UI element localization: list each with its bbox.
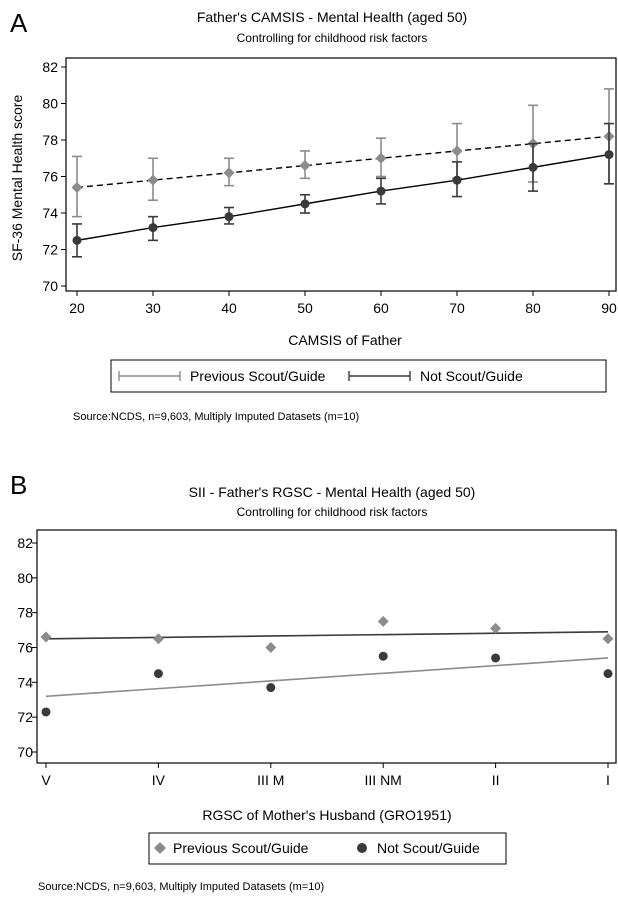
chart-a-plot: 70 72 74 76 78 80 82 20 30 40 50 60 70 80 90 Previous S… (42, 57, 617, 393)
chart-a-xtick-label: 90 (601, 300, 617, 316)
chart-a-point (451, 145, 463, 157)
chart-b-fit-line (45, 631, 609, 640)
chart-b-xtick-label: I (606, 772, 610, 788)
chart-b-frame (36, 529, 617, 764)
chart-a-legend-label: Not Scout/Guide (420, 368, 523, 384)
chart-b-point (152, 633, 164, 645)
chart-b-point (41, 707, 51, 717)
chart-b-point (377, 615, 389, 627)
chart-b-legend-key (357, 843, 367, 853)
chart-a-series-line (76, 153, 610, 242)
chart-a-xtick-label: 20 (69, 300, 85, 316)
chart-b-legend-label: Not Scout/Guide (377, 840, 480, 856)
chart-b-point (40, 631, 52, 643)
chart-a-xtick-label: 50 (297, 300, 313, 316)
page-letter-b: B (10, 470, 28, 500)
chart-b-legend-label: Previous Scout/Guide (173, 840, 309, 856)
chart-a-xtick-label: 70 (449, 300, 465, 316)
chart-b-point (490, 622, 502, 634)
chart-a-series-line (76, 135, 610, 189)
chart-a-xtick-label: 80 (525, 300, 541, 316)
chart-b-title: SII - Father's RGSC - Mental Health (age… (189, 484, 476, 500)
page-letter-a: A (10, 8, 28, 38)
chart-b-ytick-label: 78 (17, 605, 33, 621)
chart-a-ytick-label: 78 (42, 132, 58, 148)
chart-b-ytick-label: 80 (17, 570, 33, 586)
chart-b-xlabel: RGSC of Mother's Husband (GRO1951) (202, 807, 451, 823)
chart-b-xtick-label: V (41, 772, 51, 788)
chart-b-ytick-label: 76 (17, 640, 33, 656)
chart-a-ytick-label: 70 (42, 278, 58, 294)
chart-b-point (378, 651, 388, 661)
chart-b-source: Source:NCDS, n=9,603, Multiply Imputed D… (38, 881, 324, 893)
chart-a-ytick-label: 82 (42, 59, 58, 75)
chart-a-xtick-label: 60 (373, 300, 389, 316)
chart-a-ytick-label: 76 (42, 169, 58, 185)
chart-a-point (375, 152, 387, 164)
chart-a-frame (65, 57, 617, 292)
chart-a-legend-label: Previous Scout/Guide (190, 368, 326, 384)
chart-a-point (148, 223, 158, 233)
chart-a-point (300, 199, 310, 209)
chart-a-point (528, 162, 538, 172)
chart-a-ytick-label: 72 (42, 242, 58, 258)
chart-b-xtick-label: III M (257, 772, 284, 788)
chart-a-ylabel: SF-36 Mental Health score (9, 95, 25, 262)
chart-a-point (604, 150, 614, 160)
chart-a-point (72, 235, 82, 245)
chart-a-legend (110, 359, 607, 393)
chart-a-xlabel: CAMSIS of Father (288, 332, 402, 348)
chart-b-ytick-label: 70 (17, 744, 33, 760)
chart-a-point (452, 175, 462, 185)
chart-b-fit-line (45, 657, 609, 698)
chart-b-subtitle: Controlling for childhood risk factors (237, 505, 428, 519)
chart-b-xtick-label: IV (152, 772, 166, 788)
chart-a-xtick-label: 30 (145, 300, 161, 316)
chart-a-ytick-label: 74 (42, 205, 58, 221)
chart-a-point (376, 186, 386, 196)
chart-b-xtick-label: III NM (365, 772, 402, 788)
chart-b-ytick-label: 82 (17, 535, 33, 551)
chart-a-subtitle: Controlling for childhood risk factors (237, 31, 428, 45)
chart-a-point (147, 174, 159, 186)
chart-b-point (491, 653, 501, 663)
chart-a-source: Source:NCDS, n=9,603, Multiply Imputed D… (73, 411, 359, 423)
chart-b-point (602, 633, 614, 645)
chart-a-point (71, 181, 83, 193)
chart-b-legend (148, 832, 507, 865)
chart-b-legend-key (154, 842, 166, 854)
chart-b-xtick-label: II (492, 772, 500, 788)
chart-a-title: Father's CAMSIS - Mental Health (aged 50… (197, 9, 467, 25)
chart-b-point (603, 669, 613, 679)
chart-b-point (266, 683, 276, 693)
chart-a-ytick-label: 80 (42, 96, 58, 112)
chart-b-ytick-label: 74 (17, 674, 33, 690)
chart-a-point (299, 160, 311, 172)
chart-b-point (265, 642, 277, 653)
chart-a-xtick-label: 40 (221, 300, 237, 316)
chart-a-point (224, 212, 234, 222)
chart-a-point (223, 167, 235, 179)
chart-b-point (153, 669, 163, 679)
chart-b-ytick-label: 72 (17, 709, 33, 725)
